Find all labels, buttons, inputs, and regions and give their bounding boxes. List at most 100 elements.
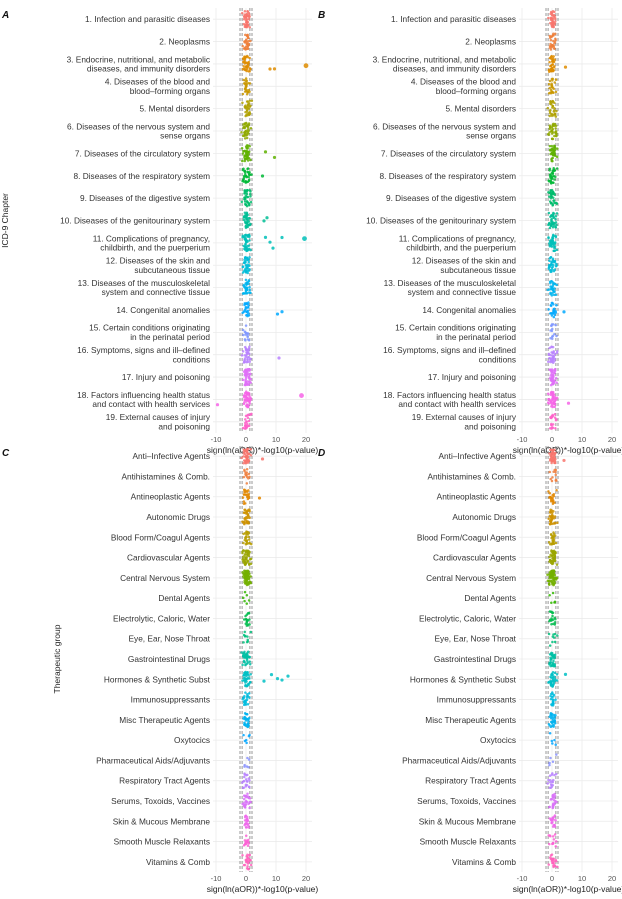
data-point bbox=[249, 448, 253, 451]
data-point bbox=[242, 653, 245, 657]
data-point bbox=[553, 201, 556, 205]
data-point bbox=[553, 802, 556, 806]
data-point bbox=[549, 269, 552, 272]
data-point bbox=[552, 392, 555, 396]
data-point bbox=[549, 360, 552, 364]
data-point bbox=[550, 416, 553, 419]
data-point bbox=[548, 346, 551, 350]
data-point bbox=[242, 461, 245, 465]
data-point bbox=[553, 833, 557, 836]
data-point bbox=[247, 758, 251, 761]
data-point bbox=[243, 650, 246, 654]
data-point bbox=[240, 200, 244, 204]
data-point bbox=[246, 306, 250, 309]
data-point bbox=[243, 55, 246, 58]
data-point bbox=[245, 221, 248, 225]
x-tick-label: -10 bbox=[517, 435, 528, 444]
data-point bbox=[245, 859, 248, 862]
data-point bbox=[549, 510, 552, 513]
data-point bbox=[548, 731, 552, 735]
data-point bbox=[246, 722, 250, 725]
therapeutic-group-label: Misc Therapeutic Agents bbox=[119, 715, 210, 725]
data-point bbox=[550, 314, 554, 317]
data-point bbox=[248, 268, 251, 271]
data-point bbox=[550, 369, 554, 373]
data-point bbox=[546, 133, 550, 136]
data-point bbox=[549, 570, 552, 574]
data-point bbox=[242, 801, 246, 804]
x-tick-label: 20 bbox=[608, 874, 616, 883]
data-point bbox=[551, 783, 555, 787]
data-point bbox=[247, 178, 251, 181]
data-point bbox=[549, 91, 553, 95]
outlier-point bbox=[262, 219, 266, 223]
data-point bbox=[553, 405, 556, 409]
data-point bbox=[244, 110, 247, 114]
data-point bbox=[553, 664, 557, 668]
data-point bbox=[247, 860, 250, 864]
data-point bbox=[548, 470, 552, 474]
data-point bbox=[244, 77, 248, 80]
data-point bbox=[249, 863, 253, 867]
data-point bbox=[242, 218, 246, 222]
data-point bbox=[554, 845, 558, 848]
icd-chapter-label: 16. Symptoms, signs and ill–defined condi… bbox=[383, 345, 516, 364]
data-point bbox=[553, 555, 556, 559]
data-point bbox=[241, 235, 244, 239]
data-point bbox=[244, 414, 248, 418]
data-point bbox=[247, 419, 251, 423]
data-point bbox=[549, 102, 552, 105]
data-point bbox=[242, 395, 246, 399]
data-point bbox=[244, 473, 247, 476]
data-point bbox=[247, 60, 251, 64]
data-point bbox=[555, 132, 558, 135]
data-point bbox=[552, 578, 555, 581]
data-point bbox=[551, 196, 555, 199]
data-point bbox=[246, 844, 250, 847]
data-point bbox=[551, 257, 555, 260]
icd-chapter-label: 4. Diseases of the blood and blood–formin… bbox=[105, 77, 211, 96]
x-tick-label: 10 bbox=[578, 874, 586, 883]
data-point bbox=[548, 644, 552, 647]
outlier-point bbox=[280, 678, 284, 682]
data-point bbox=[551, 358, 555, 361]
outlier-point bbox=[286, 674, 290, 678]
data-point bbox=[552, 259, 555, 263]
data-point bbox=[247, 611, 250, 615]
data-point bbox=[249, 195, 252, 198]
data-point bbox=[551, 457, 555, 460]
data-point bbox=[246, 167, 250, 170]
data-point bbox=[546, 106, 550, 110]
x-axis-title: sign(ln(aOR))*-log10(p-value) bbox=[207, 884, 319, 894]
data-point bbox=[550, 580, 554, 584]
icd-chapter-label: 17. Injury and poisoning bbox=[428, 372, 516, 382]
data-point bbox=[553, 825, 557, 828]
data-point bbox=[248, 358, 252, 361]
data-point bbox=[243, 401, 246, 404]
data-point bbox=[548, 522, 552, 526]
outlier-point bbox=[272, 155, 277, 160]
data-point bbox=[552, 147, 555, 150]
data-point bbox=[242, 215, 246, 218]
data-point bbox=[552, 572, 555, 575]
data-point bbox=[554, 20, 557, 23]
data-point bbox=[247, 826, 250, 829]
data-point bbox=[550, 245, 554, 248]
icd-chapter-label: 16. Symptoms, signs and ill–defined condi… bbox=[77, 345, 210, 364]
data-point bbox=[242, 500, 246, 503]
data-point bbox=[547, 265, 551, 269]
data-point bbox=[553, 290, 556, 293]
data-point bbox=[555, 576, 559, 579]
therapeutic-group-label: Central Nervous System bbox=[426, 573, 516, 583]
data-point bbox=[241, 67, 244, 71]
data-point bbox=[550, 372, 553, 376]
data-point bbox=[550, 67, 553, 71]
outlier-point bbox=[562, 458, 566, 463]
data-point bbox=[249, 542, 253, 546]
data-point bbox=[248, 256, 251, 259]
data-point bbox=[241, 159, 244, 163]
data-point bbox=[553, 178, 556, 181]
data-point bbox=[548, 111, 552, 115]
data-point bbox=[246, 55, 250, 59]
data-point bbox=[246, 244, 249, 248]
